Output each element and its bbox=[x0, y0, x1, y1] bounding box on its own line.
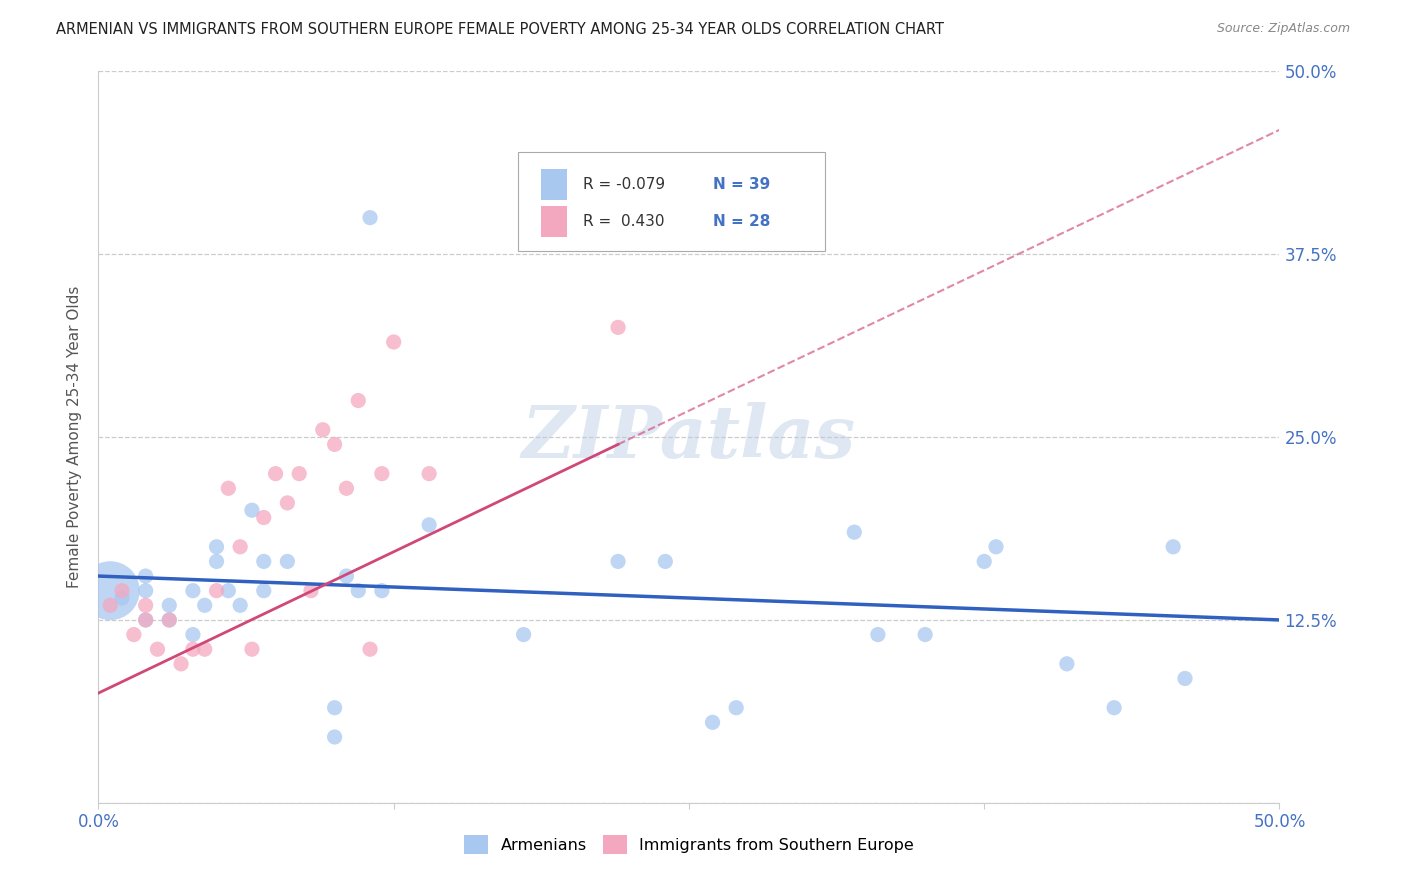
Point bbox=[276, 554, 298, 568]
Point bbox=[205, 554, 228, 568]
Point bbox=[607, 320, 630, 334]
Point bbox=[181, 627, 204, 641]
Point bbox=[122, 627, 145, 641]
Point bbox=[240, 642, 263, 657]
Point bbox=[371, 467, 394, 481]
Point bbox=[264, 467, 287, 481]
Point bbox=[98, 599, 121, 613]
Point bbox=[725, 700, 748, 714]
Point bbox=[335, 481, 357, 495]
Point bbox=[194, 599, 217, 613]
Point bbox=[217, 481, 239, 495]
Point bbox=[1102, 700, 1125, 714]
Text: N = 39: N = 39 bbox=[713, 178, 770, 193]
Point bbox=[253, 510, 276, 524]
Point bbox=[157, 599, 180, 613]
Point bbox=[512, 627, 534, 641]
Point bbox=[146, 642, 169, 657]
Point bbox=[359, 642, 381, 657]
Point bbox=[253, 554, 276, 568]
Point bbox=[1174, 672, 1197, 686]
Point bbox=[335, 569, 357, 583]
Point bbox=[323, 437, 346, 451]
Point bbox=[111, 591, 134, 605]
Bar bbox=[541, 206, 567, 236]
Point bbox=[323, 730, 346, 744]
Point bbox=[323, 700, 346, 714]
Point bbox=[866, 627, 889, 641]
Point bbox=[135, 613, 157, 627]
Point bbox=[111, 583, 134, 598]
Point bbox=[135, 613, 157, 627]
Text: R = -0.079: R = -0.079 bbox=[582, 178, 665, 193]
Point bbox=[217, 583, 239, 598]
Y-axis label: Female Poverty Among 25-34 Year Olds: Female Poverty Among 25-34 Year Olds bbox=[67, 286, 83, 588]
Point bbox=[240, 503, 263, 517]
Point bbox=[181, 642, 204, 657]
Point bbox=[418, 517, 440, 532]
Point bbox=[347, 583, 370, 598]
Point bbox=[288, 467, 311, 481]
Point bbox=[844, 525, 866, 540]
Point bbox=[253, 583, 276, 598]
Point bbox=[135, 599, 157, 613]
Text: ARMENIAN VS IMMIGRANTS FROM SOUTHERN EUROPE FEMALE POVERTY AMONG 25-34 YEAR OLDS: ARMENIAN VS IMMIGRANTS FROM SOUTHERN EUR… bbox=[56, 22, 945, 37]
Point bbox=[229, 540, 252, 554]
Text: ZIPatlas: ZIPatlas bbox=[522, 401, 856, 473]
Point bbox=[229, 599, 252, 613]
Text: Source: ZipAtlas.com: Source: ZipAtlas.com bbox=[1216, 22, 1350, 36]
Point bbox=[312, 423, 335, 437]
Point bbox=[98, 583, 121, 598]
Point bbox=[702, 715, 724, 730]
Point bbox=[299, 583, 322, 598]
Point bbox=[157, 613, 180, 627]
Point bbox=[194, 642, 217, 657]
Point bbox=[181, 583, 204, 598]
Point bbox=[276, 496, 298, 510]
Point bbox=[654, 554, 676, 568]
FancyBboxPatch shape bbox=[517, 152, 825, 251]
Point bbox=[135, 569, 157, 583]
Text: N = 28: N = 28 bbox=[713, 214, 770, 229]
Point bbox=[1161, 540, 1184, 554]
Point bbox=[1056, 657, 1078, 671]
Point bbox=[157, 613, 180, 627]
Bar bbox=[541, 169, 567, 200]
Point bbox=[205, 540, 228, 554]
Point bbox=[359, 211, 381, 225]
Point bbox=[382, 334, 405, 349]
Legend: Armenians, Immigrants from Southern Europe: Armenians, Immigrants from Southern Euro… bbox=[457, 829, 921, 861]
Point bbox=[135, 583, 157, 598]
Point bbox=[347, 393, 370, 408]
Text: R =  0.430: R = 0.430 bbox=[582, 214, 664, 229]
Point bbox=[984, 540, 1007, 554]
Point bbox=[170, 657, 193, 671]
Point bbox=[205, 583, 228, 598]
Point bbox=[973, 554, 995, 568]
Point bbox=[371, 583, 394, 598]
Point bbox=[607, 554, 630, 568]
Point bbox=[914, 627, 936, 641]
Point bbox=[418, 467, 440, 481]
